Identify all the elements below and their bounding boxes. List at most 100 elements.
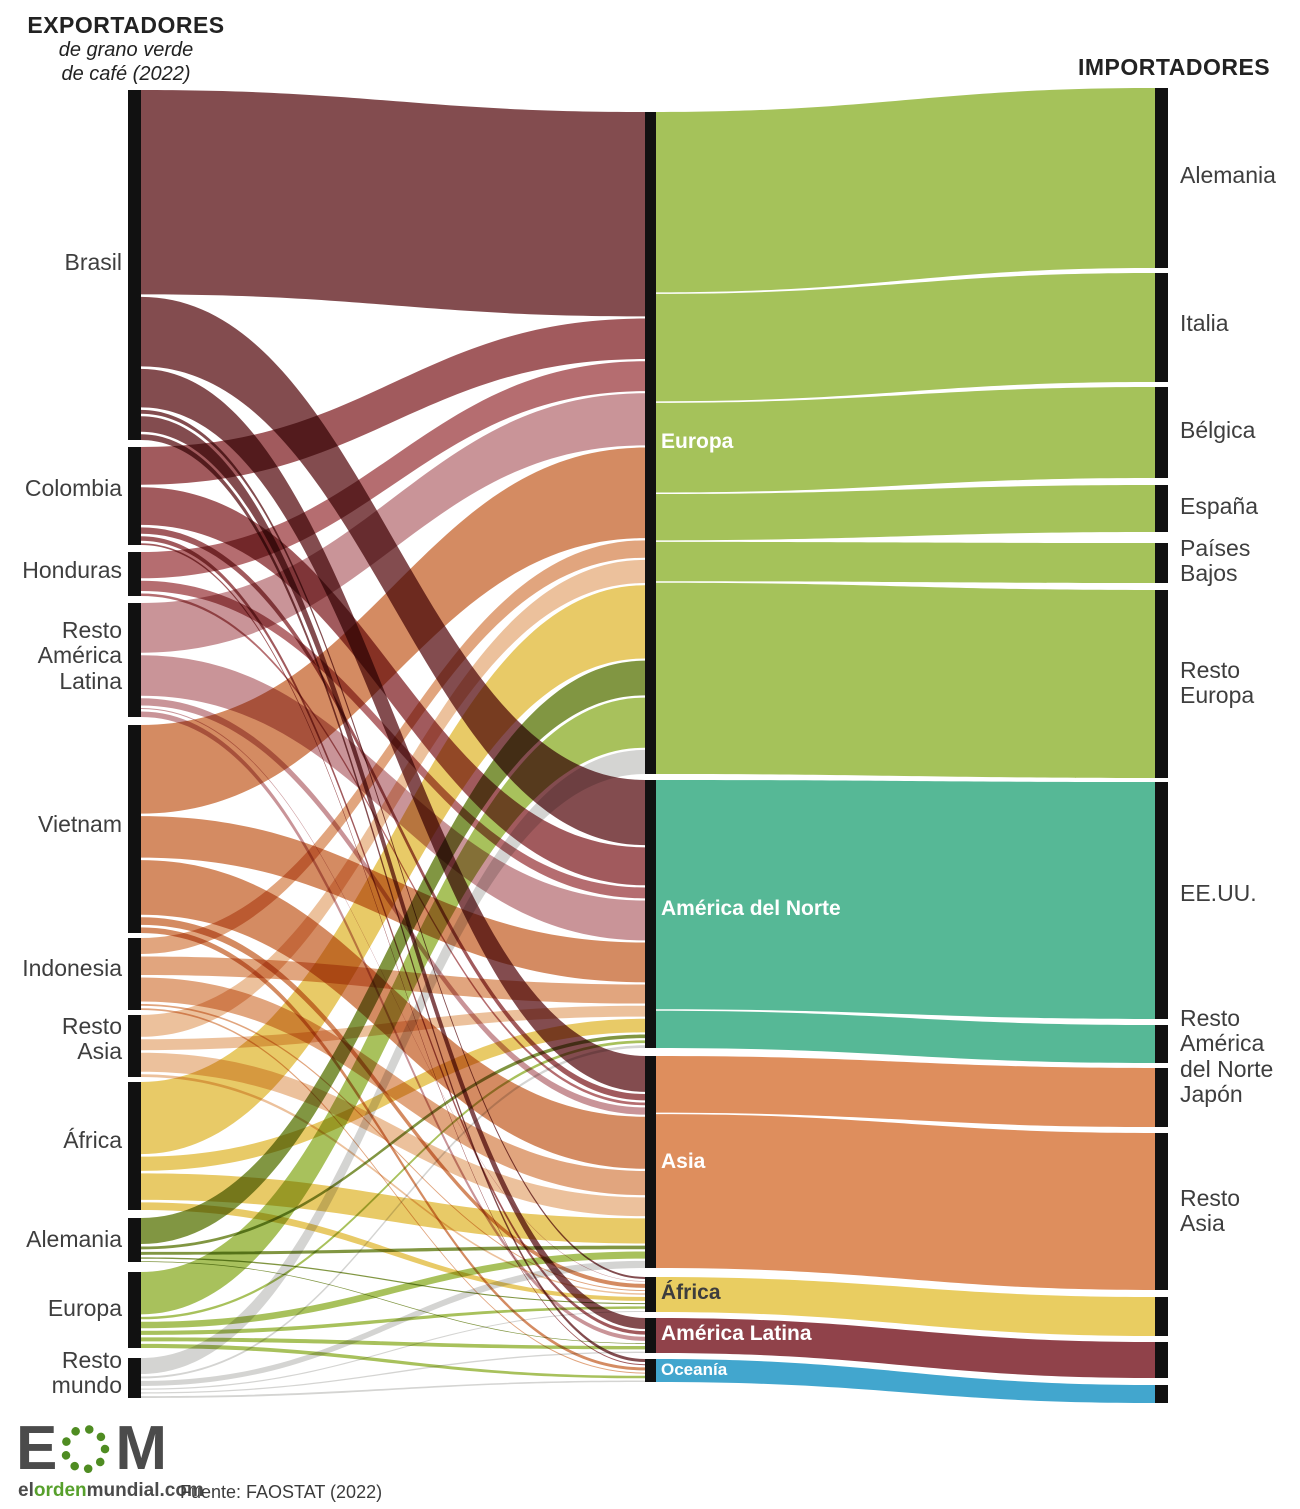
flow-brasil-to-asia (141, 368, 645, 1092)
importer-label-resto-asia: Resto Asia (1180, 1185, 1241, 1237)
flow-vietnam-to-europa (141, 447, 645, 814)
exporter-node-resto_america_latina (128, 603, 141, 717)
flow-europa-to-belgica (656, 387, 1155, 493)
region-node-europa (645, 112, 656, 774)
eom-logo-letter-m: M (115, 1414, 167, 1483)
exporters-header: EXPORTADORES de grano verde de café (202… (26, 12, 226, 86)
exporter-label-indonesia: Indonesia (22, 955, 122, 981)
importer-node-africa_dest (1155, 1297, 1168, 1336)
flow-alemania-to-africa (141, 1257, 645, 1305)
importer-node-resto_europa (1155, 590, 1168, 778)
flow-oceania-to-oceania_dest (656, 1359, 1155, 1403)
flow-resto_mundo-to-asia (141, 1260, 645, 1387)
exporter-node-resto_asia (128, 1015, 141, 1077)
importer-node-resto_america_del_norte (1155, 1025, 1168, 1063)
flow-alemania-to-america_latina (141, 1261, 645, 1344)
importers-title: IMPORTADORES (1078, 54, 1271, 80)
flow-resto_mundo-to-america_del_norte (141, 1045, 645, 1379)
flow-europa-to-resto_europa (656, 582, 1155, 778)
flow-indonesia-to-europa (141, 540, 645, 954)
importer-node-eeuu (1155, 782, 1168, 1019)
exporter-label-resto-asia: Resto Asia (61, 1013, 122, 1065)
flow-colombia-to-europa (141, 318, 645, 485)
region-label-oceania: Oceanía (661, 1360, 728, 1379)
region-label-asia: Asia (661, 1150, 706, 1173)
flow-europa-to-oceania (141, 1343, 645, 1379)
importer-label-eeuu: EE.UU. (1180, 880, 1257, 906)
exporter-label-honduras: Honduras (22, 557, 122, 583)
flow-resto_mundo-to-europa (141, 749, 645, 1374)
flow-europa-to-america_del_norte (141, 1040, 645, 1320)
exporter-label-colombia: Colombia (24, 475, 122, 501)
flow-vietnam-to-africa (141, 917, 645, 1288)
exporter-node-vietnam (128, 725, 141, 933)
exporter-node-honduras (128, 552, 141, 596)
importer-node-oceania_dest (1155, 1385, 1168, 1403)
flow-alemania-to-asia (141, 1245, 645, 1255)
flow-europa-to-italia (656, 273, 1155, 402)
flow-alemania-to-america_del_norte (141, 1034, 645, 1250)
flow-indonesia-to-africa (141, 1003, 645, 1292)
exporter-label-resto-mundo: Resto mundo (51, 1347, 122, 1399)
flow-resto_america_latina-to-europa (141, 393, 645, 653)
flow-america_del_norte-to-eeuu (656, 780, 1155, 1019)
flow-resto_asia-to-asia (141, 1052, 645, 1217)
importer-node-resto_asia (1155, 1133, 1168, 1290)
flow-europa-to-europa (141, 697, 645, 1315)
importer-label-paises-bajos: Países Bajos (1180, 535, 1251, 587)
flow-resto_asia-to-africa (141, 1074, 645, 1295)
importer-label-resto-america-del-norte: Resto América del Norte (1180, 1005, 1274, 1082)
exporters-subtitle-line1: de grano verde (58, 39, 194, 61)
flow-brasil-to-america_del_norte (141, 296, 645, 846)
importer-label-resto-europa: Resto Europa (1180, 657, 1255, 709)
exporters-subtitle-line2: de café (2022) (61, 62, 191, 85)
importer-label-alemania: Alemania (1180, 162, 1276, 188)
flow-colombia-to-america_latina (141, 536, 645, 1335)
eom-website[interactable]: elordenmundial.com (18, 1480, 204, 1502)
flow-africa-to-africa_dest (656, 1277, 1155, 1336)
flow-vietnam-to-oceania (141, 927, 645, 1371)
flow-honduras-to-europa (141, 361, 645, 579)
region-node-america_del_norte (645, 780, 656, 1048)
exporter-node-colombia (128, 447, 141, 545)
region-node-asia (645, 1056, 656, 1268)
flow-africa-to-america_del_norte (141, 1018, 645, 1171)
flow-europa-to-america_latina (141, 1337, 645, 1350)
region-label-europa: Europa (661, 430, 734, 453)
flow-asia-to-japon (656, 1056, 1155, 1127)
flow-indonesia-to-asia (141, 977, 645, 1196)
region-node-america_latina (645, 1318, 656, 1353)
exporter-label-africa: África (63, 1127, 122, 1153)
flow-america_del_norte-to-resto_america_del_norte (656, 1010, 1155, 1063)
importer-node-espana (1155, 485, 1168, 532)
importer-label-espana: España (1180, 493, 1259, 519)
exporters-title: EXPORTADORES (27, 12, 225, 38)
flow-europa-to-africa (141, 1306, 645, 1335)
region-label-africa: África (661, 1281, 721, 1304)
eom-website-mundial: mundial.com (86, 1480, 204, 1501)
flow-africa-to-europa (141, 585, 645, 1155)
source-note: Fuente: FAOSTAT (2022) (180, 1482, 383, 1502)
eom-logo-dotted-o-icon (61, 1424, 110, 1474)
exporter-node-resto_mundo (128, 1358, 141, 1398)
importer-label-japon: Japón (1180, 1081, 1243, 1107)
importer-label-italia: Italia (1180, 310, 1229, 336)
eom-website-orden: orden (33, 1480, 87, 1501)
exporter-label-brasil: Brasil (64, 249, 122, 275)
region-label-america-latina: América Latina (661, 1322, 812, 1345)
flow-alemania-to-europa (141, 660, 645, 1245)
flow-resto_mundo-to-africa (141, 1311, 645, 1390)
flow-colombia-to-america_del_norte (141, 487, 645, 886)
exporter-label-alemania: Alemania (26, 1226, 122, 1252)
importer-node-belgica (1155, 387, 1168, 478)
importer-node-alemania (1155, 88, 1168, 268)
flow-europa-to-paises_bajos (656, 541, 1155, 583)
flow-america_latina-to-america_latina_dest (656, 1318, 1155, 1378)
importer-node-america_latina_dest (1155, 1342, 1168, 1378)
importer-node-japon (1155, 1068, 1168, 1127)
eom-logo-letter-e: E (16, 1414, 57, 1483)
importer-label-belgica: Bélgica (1180, 417, 1256, 443)
exporter-node-europa (128, 1272, 141, 1348)
